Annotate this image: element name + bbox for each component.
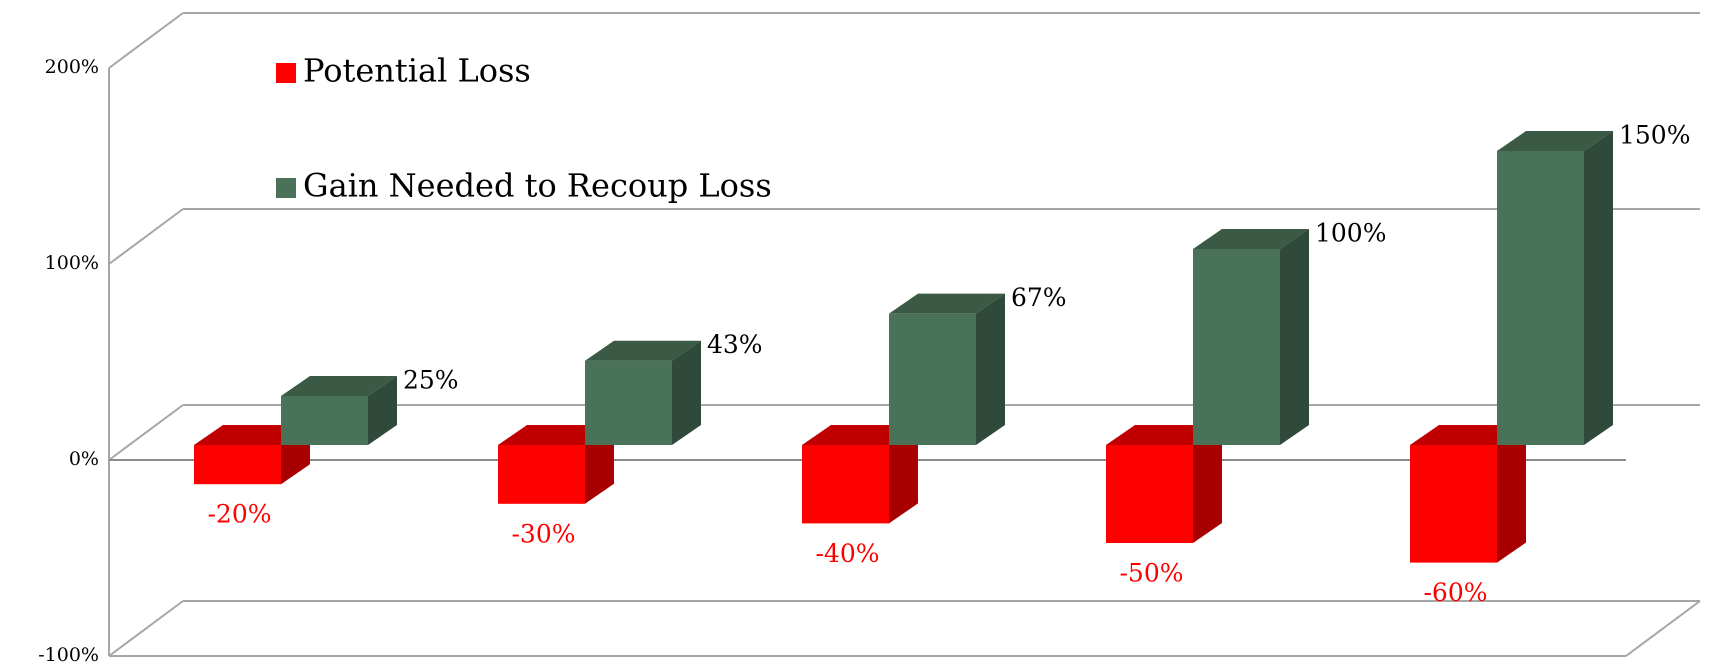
- bar-side: [889, 425, 918, 524]
- bar-side: [1584, 131, 1613, 445]
- legend-label: Potential Loss: [303, 52, 531, 90]
- data-label: 150%: [1619, 121, 1690, 150]
- legend-label: Gain Needed to Recoup Loss: [303, 167, 772, 205]
- y-tick-label: 200%: [45, 56, 99, 78]
- bar-side: [1280, 229, 1309, 445]
- y-tick-label: 100%: [45, 252, 99, 274]
- y-tick-label: -100%: [38, 644, 99, 666]
- bar-front: [585, 360, 672, 445]
- bar-top: [889, 293, 1005, 314]
- bar-side: [672, 340, 701, 445]
- bar-side: [1193, 425, 1222, 543]
- bar-front: [1106, 445, 1193, 543]
- bar-front: [1497, 151, 1584, 445]
- bar-front: [281, 396, 368, 445]
- bar-front: [498, 445, 585, 504]
- bar-front: [194, 445, 281, 485]
- data-label: -30%: [511, 519, 575, 548]
- bar-front: [1410, 445, 1497, 563]
- data-label: 25%: [403, 366, 459, 395]
- bar-side: [976, 293, 1005, 445]
- data-label: -60%: [1423, 578, 1487, 607]
- data-label: 67%: [1011, 283, 1067, 312]
- y-tick-label: 0%: [69, 448, 99, 470]
- grid-line: [108, 208, 184, 265]
- grid-line: [108, 600, 184, 657]
- data-label: 43%: [707, 330, 763, 359]
- bar-top: [585, 340, 701, 361]
- bar-top: [281, 376, 397, 396]
- bar-side: [1497, 425, 1526, 563]
- grid-line: [108, 404, 184, 461]
- grid-line: [108, 12, 184, 69]
- bar-top: [1497, 131, 1613, 151]
- legend-swatch: [276, 178, 296, 198]
- data-label: -40%: [815, 539, 879, 568]
- data-label: 100%: [1315, 219, 1386, 248]
- bar-front: [889, 313, 976, 445]
- data-label: -20%: [207, 500, 271, 529]
- bar-front: [802, 445, 889, 524]
- bar-side: [368, 376, 397, 445]
- bar-top: [1193, 229, 1309, 249]
- legend-swatch: [276, 63, 296, 83]
- bar-front: [1193, 249, 1280, 445]
- data-label: -50%: [1119, 559, 1183, 588]
- floor-right: [1625, 600, 1701, 657]
